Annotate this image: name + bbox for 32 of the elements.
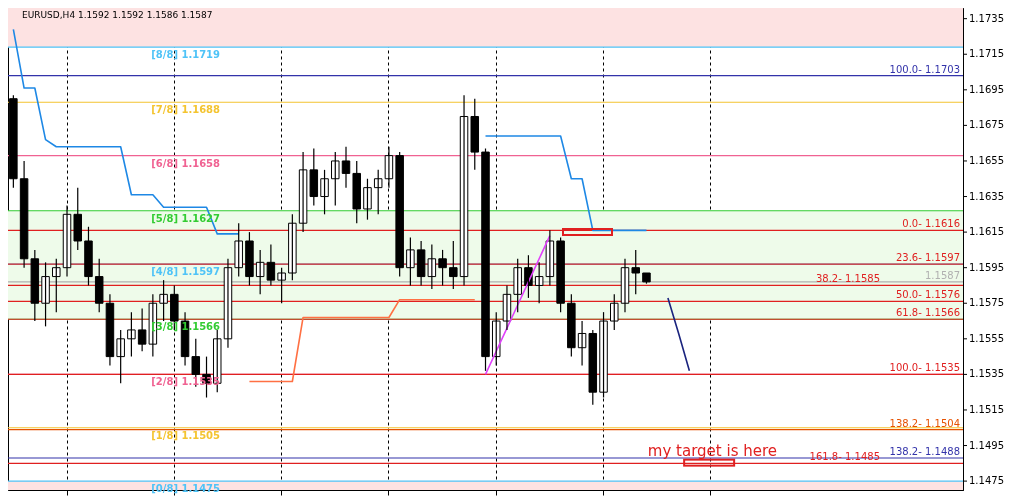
y-tick-label: 1.1655 [969, 154, 1004, 166]
annotation: 23.6- 1.1597 [895, 252, 960, 264]
y-tick-label: 1.1555 [969, 332, 1004, 344]
annotation: 161.8- 1.1485 [809, 451, 880, 463]
y-tick-label: 1.1595 [969, 261, 1004, 273]
y-tick-label: 1.1515 [969, 403, 1004, 415]
annotation: 61.8- 1.1566 [895, 307, 960, 319]
y-tick-label: 1.1495 [969, 439, 1004, 451]
annotation: 138.2- 1.1488 [889, 445, 960, 457]
y-tick-label: 1.1475 [969, 475, 1004, 487]
annotation: 50.0- 1.1576 [895, 289, 960, 301]
chart-title: EURUSD,H4 1.1592 1.1592 1.1586 1.1587 [22, 10, 213, 20]
annotation: [8/8] 1.1719 [151, 49, 221, 61]
y-tick-label: 1.1535 [969, 368, 1004, 380]
y-tick-label: 1.1715 [969, 48, 1004, 60]
annotation: 0.0- 1.1616 [902, 218, 960, 230]
annotation: [7/8] 1.1688 [151, 104, 221, 116]
annotation: [4/8] 1.1597 [151, 266, 221, 278]
annotation: 38.2- 1.1585 [815, 273, 880, 285]
annotation: my target is here [647, 441, 778, 460]
annotation: [1/8] 1.1505 [151, 429, 221, 441]
y-tick-label: 1.1575 [969, 297, 1004, 309]
annotation: 138.2- 1.1504 [889, 417, 960, 429]
ref-line-label: 1.1587 [925, 269, 960, 281]
annotation: 100.0- 1.1703 [889, 63, 960, 75]
y-tick-label: 1.1735 [969, 12, 1004, 24]
y-tick-label: 1.1635 [969, 190, 1004, 202]
annotation: [6/8] 1.1658 [151, 157, 221, 169]
y-tick-label: 1.1675 [969, 119, 1004, 131]
y-tick-label: 1.1615 [969, 226, 1004, 238]
annotation: 100.0- 1.1535 [889, 362, 960, 374]
y-tick-label: 1.1695 [969, 83, 1004, 95]
